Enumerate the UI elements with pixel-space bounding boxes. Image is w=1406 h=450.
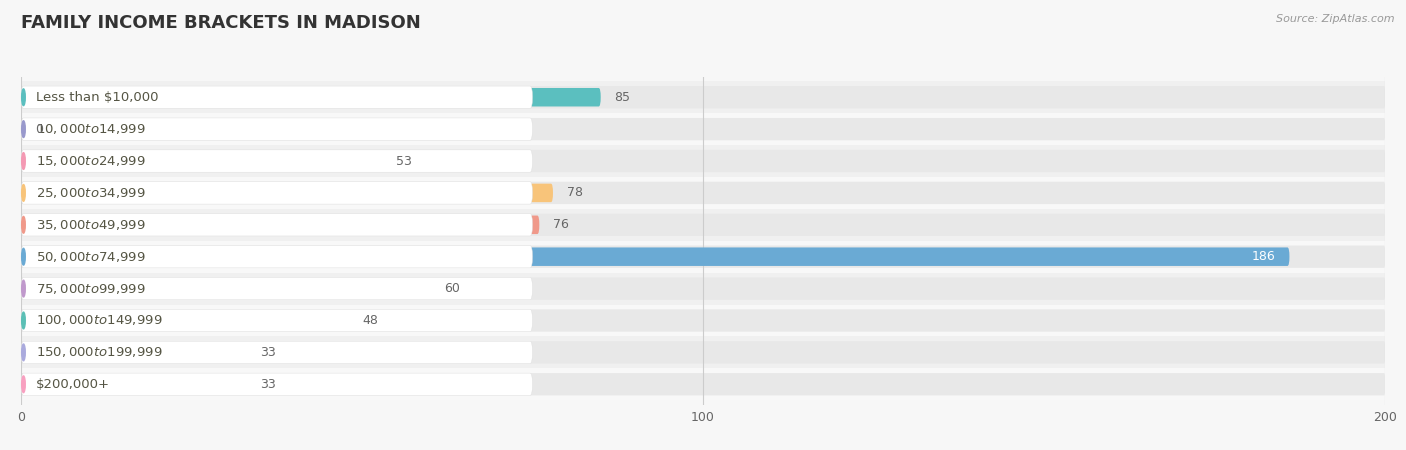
FancyBboxPatch shape xyxy=(21,184,553,202)
Bar xyxy=(21,273,1385,305)
FancyBboxPatch shape xyxy=(21,150,533,172)
FancyBboxPatch shape xyxy=(21,373,533,396)
Text: 85: 85 xyxy=(614,91,630,104)
FancyBboxPatch shape xyxy=(21,182,533,204)
Text: $10,000 to $14,999: $10,000 to $14,999 xyxy=(37,122,146,136)
Bar xyxy=(21,177,1385,209)
Text: $150,000 to $199,999: $150,000 to $199,999 xyxy=(37,346,163,360)
Text: $75,000 to $99,999: $75,000 to $99,999 xyxy=(37,282,146,296)
FancyBboxPatch shape xyxy=(21,246,1385,268)
Text: $25,000 to $34,999: $25,000 to $34,999 xyxy=(37,186,146,200)
Text: Less than $10,000: Less than $10,000 xyxy=(37,91,159,104)
FancyBboxPatch shape xyxy=(21,373,1385,396)
FancyBboxPatch shape xyxy=(21,279,430,298)
Circle shape xyxy=(21,121,25,138)
Circle shape xyxy=(21,376,25,393)
FancyBboxPatch shape xyxy=(21,248,1289,266)
Text: FAMILY INCOME BRACKETS IN MADISON: FAMILY INCOME BRACKETS IN MADISON xyxy=(21,14,420,32)
FancyBboxPatch shape xyxy=(21,309,1385,332)
Text: Source: ZipAtlas.com: Source: ZipAtlas.com xyxy=(1277,14,1395,23)
Circle shape xyxy=(21,312,25,329)
Text: $50,000 to $74,999: $50,000 to $74,999 xyxy=(37,250,146,264)
Text: 76: 76 xyxy=(553,218,569,231)
Text: 60: 60 xyxy=(444,282,460,295)
Circle shape xyxy=(21,248,25,265)
Text: 186: 186 xyxy=(1253,250,1275,263)
FancyBboxPatch shape xyxy=(21,375,246,393)
Bar xyxy=(21,241,1385,273)
FancyBboxPatch shape xyxy=(21,278,1385,300)
Circle shape xyxy=(21,184,25,201)
FancyBboxPatch shape xyxy=(21,86,1385,108)
Circle shape xyxy=(21,216,25,233)
Bar xyxy=(21,305,1385,337)
Text: $15,000 to $24,999: $15,000 to $24,999 xyxy=(37,154,146,168)
Bar xyxy=(21,337,1385,368)
FancyBboxPatch shape xyxy=(21,118,1385,140)
Bar xyxy=(21,81,1385,113)
Text: 33: 33 xyxy=(260,346,276,359)
Circle shape xyxy=(21,153,25,169)
FancyBboxPatch shape xyxy=(21,182,1385,204)
FancyBboxPatch shape xyxy=(21,278,533,300)
FancyBboxPatch shape xyxy=(21,88,600,107)
Bar xyxy=(21,113,1385,145)
FancyBboxPatch shape xyxy=(21,216,540,234)
Bar xyxy=(21,209,1385,241)
FancyBboxPatch shape xyxy=(21,214,1385,236)
Circle shape xyxy=(21,280,25,297)
Text: 33: 33 xyxy=(260,378,276,391)
Circle shape xyxy=(21,89,25,106)
FancyBboxPatch shape xyxy=(21,118,533,140)
FancyBboxPatch shape xyxy=(21,214,533,236)
Text: $35,000 to $49,999: $35,000 to $49,999 xyxy=(37,218,146,232)
FancyBboxPatch shape xyxy=(21,341,533,364)
Text: 53: 53 xyxy=(396,154,412,167)
FancyBboxPatch shape xyxy=(21,343,246,362)
Text: 0: 0 xyxy=(35,122,42,135)
FancyBboxPatch shape xyxy=(21,311,349,330)
FancyBboxPatch shape xyxy=(21,152,382,170)
FancyBboxPatch shape xyxy=(21,309,533,332)
Text: $100,000 to $149,999: $100,000 to $149,999 xyxy=(37,314,163,328)
FancyBboxPatch shape xyxy=(21,341,1385,364)
Text: 78: 78 xyxy=(567,186,582,199)
Text: $200,000+: $200,000+ xyxy=(37,378,110,391)
FancyBboxPatch shape xyxy=(21,246,533,268)
Bar xyxy=(21,145,1385,177)
FancyBboxPatch shape xyxy=(21,150,1385,172)
FancyBboxPatch shape xyxy=(21,86,533,108)
Bar xyxy=(21,368,1385,400)
Text: 48: 48 xyxy=(363,314,378,327)
Circle shape xyxy=(21,344,25,361)
